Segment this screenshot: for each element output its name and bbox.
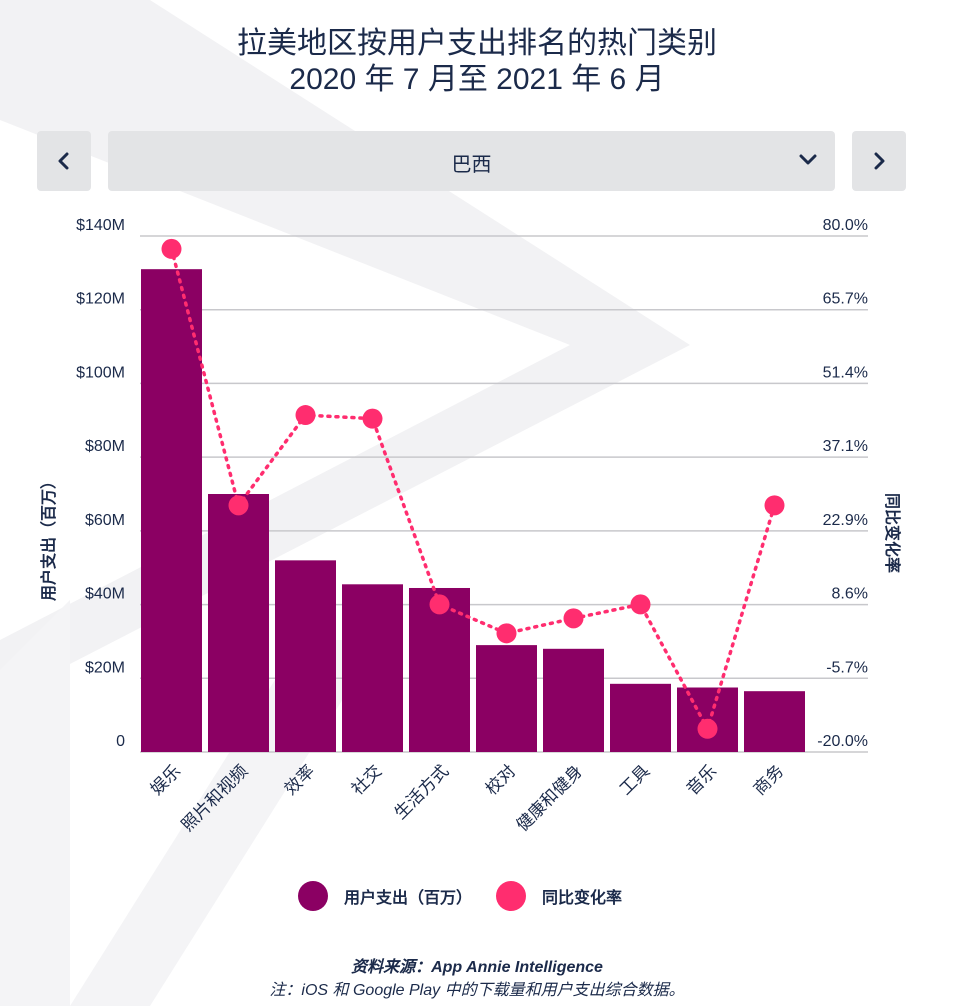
chevron-right-icon <box>874 152 885 170</box>
spend-bar[interactable] <box>744 691 805 752</box>
category-label: 工具 <box>616 761 654 799</box>
legend-marker-spend <box>298 881 328 911</box>
category-label: 校对 <box>482 761 520 799</box>
right-tick-label: 37.1% <box>823 438 868 455</box>
source-note: 资料来源：App Annie Intelligence <box>351 959 603 976</box>
spend-bar[interactable] <box>476 645 537 752</box>
left-axis-ticks: 0 $20M $40M $60M $80M $100M $120M $140M <box>76 217 125 750</box>
right-tick-label: 51.4% <box>823 364 868 381</box>
right-tick-label: 65.7% <box>823 291 868 308</box>
yoy-point[interactable] <box>630 594 651 615</box>
footnote: 注：iOS 和 Google Play 中的下载量和用户支出综合数据。 <box>269 982 685 999</box>
left-tick-label: $60M <box>85 512 125 529</box>
yoy-point[interactable] <box>161 238 182 259</box>
left-tick-label: $100M <box>76 364 125 381</box>
category-label: 生活方式 <box>391 761 453 823</box>
left-tick-label: $20M <box>85 659 125 676</box>
country-dropdown[interactable]: 巴西 <box>108 131 835 191</box>
country-dropdown-label: 巴西 <box>451 154 492 176</box>
yoy-point[interactable] <box>362 408 383 429</box>
yoy-point[interactable] <box>228 495 249 516</box>
category-label: 娱乐 <box>147 761 185 799</box>
spend-bar[interactable] <box>275 560 336 752</box>
legend: 用户支出（百万） 同比变化率 <box>0 879 954 913</box>
left-tick-label: 0 <box>116 733 125 750</box>
yoy-series-line <box>169 247 777 734</box>
yoy-point[interactable] <box>295 405 316 426</box>
left-tick-label: $120M <box>76 291 125 308</box>
right-tick-label: 22.9% <box>823 512 868 529</box>
right-axis-ticks: -20.0% -5.7% 8.6% 22.9% 37.1% 51.4% 65.7% 80.0% <box>817 217 868 750</box>
yoy-point[interactable] <box>764 495 785 516</box>
category-label: 照片和视频 <box>178 761 252 835</box>
spend-bar[interactable] <box>141 269 202 752</box>
legend-item-spend[interactable]: 用户支出（百万） <box>298 879 472 913</box>
chart-title: 拉美地区按用户支出排名的热门类别 <box>237 27 717 60</box>
legend-label-yoy: 同比变化率 <box>542 890 623 907</box>
right-tick-label: 80.0% <box>823 217 868 234</box>
left-axis-title: 用户支出（百万） <box>41 472 58 602</box>
spend-bar[interactable] <box>610 683 671 752</box>
previous-country-button[interactable] <box>37 131 91 191</box>
legend-marker-yoy <box>496 881 526 911</box>
category-label: 效率 <box>281 761 319 799</box>
right-tick-label: -5.7% <box>826 659 868 676</box>
next-country-button[interactable] <box>852 131 906 191</box>
spend-bars <box>141 269 805 752</box>
right-axis-title: 同比变化率 <box>883 492 900 574</box>
yoy-point[interactable] <box>429 594 450 615</box>
spend-bar[interactable] <box>342 584 403 752</box>
left-tick-label: $80M <box>85 438 125 455</box>
category-label: 社交 <box>348 761 386 799</box>
left-tick-label: $40M <box>85 586 125 603</box>
yoy-line <box>161 238 785 739</box>
legend-label-spend: 用户支出（百万） <box>344 890 473 907</box>
category-label: 商务 <box>750 761 788 799</box>
spend-bar[interactable] <box>409 587 470 752</box>
chevron-down-icon <box>799 154 817 165</box>
chart-subtitle: 2020 年 7 月至 2021 年 6 月 <box>289 63 665 96</box>
chevron-left-icon <box>58 152 69 170</box>
spend-bar[interactable] <box>543 648 604 752</box>
category-label: 音乐 <box>683 761 721 799</box>
legend-item-yoy[interactable]: 同比变化率 <box>496 879 622 913</box>
spend-bar[interactable] <box>208 494 269 752</box>
right-tick-label: 8.6% <box>832 586 868 603</box>
yoy-point[interactable] <box>563 608 584 629</box>
category-label: 健康和健身 <box>513 761 587 835</box>
yoy-point[interactable] <box>697 718 718 739</box>
right-tick-label: -20.0% <box>817 733 868 750</box>
yoy-point[interactable] <box>496 623 517 644</box>
left-tick-label: $140M <box>76 217 125 234</box>
